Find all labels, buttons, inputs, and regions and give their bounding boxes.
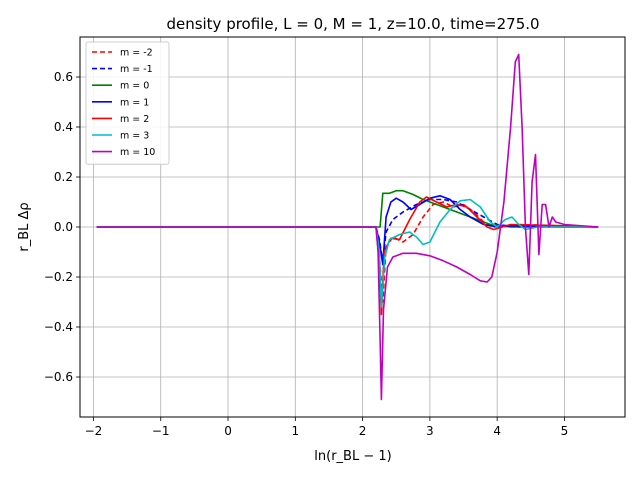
legend-label-4: m = 2 [120, 114, 149, 125]
series-line-5 [96, 198, 599, 308]
x-tick-label: −2 [85, 424, 103, 438]
x-tick-label: 0 [224, 424, 232, 438]
legend-label-0: m = -2 [120, 48, 153, 59]
x-axis-title: ln(r_BL − 1) [314, 449, 391, 464]
axis-ticks: −2 −1 0 1 2 3 4 5 −0.6 −0.4 −0.2 0.0 0.2 0.4 0.6 [44, 70, 568, 438]
legend-label-2: m = 0 [120, 81, 149, 92]
legend-label-1: m = -1 [120, 64, 153, 75]
series-lines [96, 53, 599, 401]
x-tick-label: 4 [493, 424, 501, 438]
y-tick-label: −0.4 [44, 320, 73, 334]
legend: m = -2 m = -1 m = 0 m = 1 m = 2 m = 3 m = 10 [85, 41, 170, 165]
x-tick-label: 2 [359, 424, 367, 438]
legend-label-6: m = 10 [120, 147, 155, 158]
y-axis-title: r_BL Δρ [17, 202, 32, 251]
legend-label-5: m = 3 [120, 131, 149, 142]
x-tick-label: 3 [426, 424, 434, 438]
y-tick-label: 0.6 [54, 70, 73, 84]
y-tick-label: 0.4 [54, 120, 73, 134]
legend-box [85, 41, 170, 165]
y-tick-label: −0.6 [44, 370, 73, 384]
y-tick-label: 0.0 [54, 220, 73, 234]
series-line-0 [96, 201, 599, 303]
x-tick-label: −1 [152, 424, 170, 438]
x-tick-label: 5 [561, 424, 569, 438]
grid [80, 37, 625, 417]
y-tick-label: 0.2 [54, 170, 73, 184]
y-tick-label: −0.2 [44, 270, 73, 284]
series-line-6 [96, 53, 599, 401]
x-tick-label: 1 [291, 424, 299, 438]
chart-title: density profile, L = 0, M = 1, z=10.0, t… [166, 15, 539, 33]
legend-label-3: m = 1 [120, 97, 149, 108]
